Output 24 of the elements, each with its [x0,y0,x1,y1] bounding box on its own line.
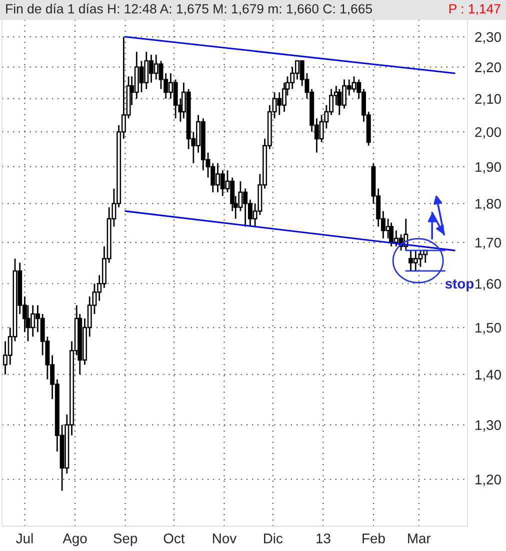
x-tick-label: Nov [213,534,237,544]
x-tick-label: Oct [164,534,185,544]
y-tick-label: 2,30 [475,32,501,44]
x-tick-label: Dic [264,533,283,544]
chart-subtitle: P : 1,147 [449,4,500,16]
x-tick-label: Feb [362,533,385,544]
y-tick-label: 1,30 [476,420,501,432]
x-tick-label: 13 [316,534,330,544]
chart-title: Fin de día 1 días H: 12:48 A: 1,675 M: 1,679 m: 1,660 C: 1,665 [6,4,372,16]
x-tick-label: Sep [114,534,138,546]
y-tick-label: 1,80 [476,198,501,210]
x-tick-label: Mar [408,534,431,544]
x-tick-label: Ago [62,534,87,546]
y-tick-label: 1,50 [476,322,501,334]
y-tick-label: 1,40 [476,370,501,382]
y-tick-label: 1,60 [476,278,501,290]
y-tick-label: 1,70 [476,238,501,250]
y-tick-label: 2,20 [475,62,501,74]
annotation: stop [445,279,474,292]
y-tick-label: 1,20 [476,474,501,486]
y-tick-label: 2,00 [475,127,501,139]
y-tick-label: 2,10 [475,94,501,106]
x-tick-label: Jul [16,533,33,544]
y-tick-label: 1,90 [476,162,501,174]
